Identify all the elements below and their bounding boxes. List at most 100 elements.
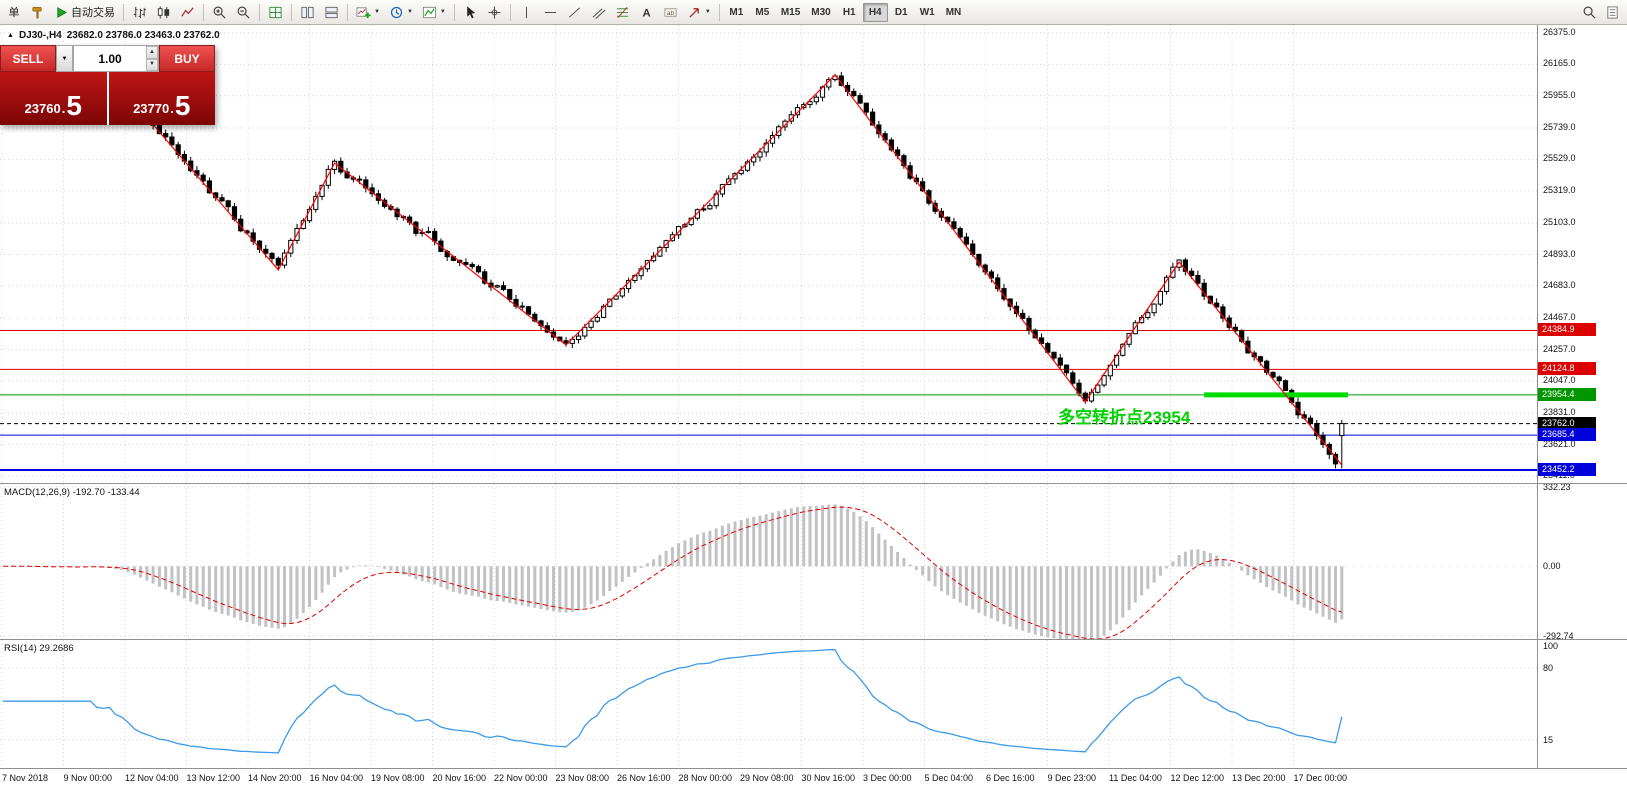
volume-input[interactable] bbox=[74, 46, 146, 71]
timeframe-M5[interactable]: M5 bbox=[755, 6, 770, 18]
chart-symbol: DJ30-,H4 bbox=[18, 30, 62, 41]
candle-chart-button[interactable] bbox=[152, 2, 175, 23]
macd-axis-label: 0.00 bbox=[1543, 561, 1561, 572]
new-order-button-label: 单 bbox=[8, 7, 20, 19]
panel-separator[interactable] bbox=[0, 483, 1627, 484]
search-button[interactable] bbox=[1578, 2, 1601, 23]
price-tag-23954.4: 23954.4 bbox=[1538, 387, 1596, 401]
price-axis-label: 26375.0 bbox=[1543, 26, 1576, 37]
horizontal-line-button[interactable] bbox=[539, 2, 562, 23]
profiles-button[interactable]: ▼ bbox=[385, 2, 417, 23]
buy-price[interactable]: 23770 . 5 bbox=[108, 72, 215, 125]
macd-panel: MACD(12,26,9) -192.70 -133.44 bbox=[0, 484, 1537, 639]
price-axis-label: 25319.0 bbox=[1543, 184, 1576, 195]
toolbar-separator bbox=[453, 3, 455, 21]
labelicon-icon: ab bbox=[663, 5, 678, 20]
buy-button[interactable]: BUY bbox=[159, 45, 215, 72]
zoom-out-button[interactable] bbox=[232, 2, 255, 23]
toolbar-separator bbox=[259, 3, 260, 21]
tline-icon bbox=[567, 5, 582, 20]
price-axis-label: 25955.0 bbox=[1543, 89, 1576, 100]
new-window-button[interactable] bbox=[1601, 2, 1624, 23]
arrange-horizontal-button[interactable] bbox=[320, 2, 343, 23]
macd-axis[interactable]: 332.23 0.00 -292.74 bbox=[1537, 482, 1627, 641]
search-icon bbox=[1582, 5, 1597, 20]
vertical-line-button[interactable] bbox=[515, 2, 538, 23]
timeframe-M1[interactable]: M1 bbox=[729, 6, 744, 18]
bars-icon bbox=[132, 5, 147, 20]
time-axis-label: 11 Dec 04:00 bbox=[1109, 773, 1162, 783]
macd-chart[interactable] bbox=[0, 484, 1537, 639]
vline-icon bbox=[519, 5, 534, 20]
time-axis[interactable]: 7 Nov 2018 9 Nov 00:00 12 Nov 04:00 13 Nov … bbox=[0, 768, 1627, 811]
fibonacci-button[interactable] bbox=[611, 2, 634, 23]
line-chart-button[interactable] bbox=[176, 2, 199, 23]
sell-button[interactable]: SELL bbox=[0, 45, 56, 72]
tile-windows-button[interactable] bbox=[264, 2, 287, 23]
new-order-button[interactable]: 单 bbox=[3, 2, 25, 23]
price-axis-label: 25103.0 bbox=[1543, 217, 1576, 228]
chart-ohlc: 23682.0 23786.0 23463.0 23762.0 bbox=[66, 30, 220, 41]
panel-separator[interactable] bbox=[0, 639, 1627, 640]
timeframe-H1[interactable]: H1 bbox=[842, 6, 856, 18]
cursor-icon bbox=[463, 5, 478, 20]
chevron-down-icon: ▼ bbox=[406, 9, 413, 15]
time-axis-label: 20 Nov 16:00 bbox=[432, 773, 487, 783]
timeframe-M30[interactable]: M30 bbox=[811, 6, 831, 18]
rsi-chart[interactable] bbox=[0, 640, 1537, 768]
zoomout-icon bbox=[236, 5, 251, 20]
macd-label: MACD(12,26,9) -192.70 -133.44 bbox=[4, 487, 140, 498]
time-axis-label: 5 Dec 04:00 bbox=[924, 773, 974, 783]
candles-icon bbox=[156, 5, 171, 20]
volume-up-button[interactable]: ▲ bbox=[146, 46, 158, 59]
price-axis-label: 26165.0 bbox=[1543, 58, 1576, 69]
hline-icon bbox=[543, 5, 558, 20]
hammer-button[interactable] bbox=[26, 2, 49, 23]
rsi-panel: RSI(14) 29.2686 bbox=[0, 640, 1537, 768]
time-axis-label: 9 Dec 23:00 bbox=[1047, 773, 1097, 783]
volume-dropdown[interactable]: ▼ bbox=[56, 45, 73, 72]
time-axis-label: 17 Dec 00:00 bbox=[1293, 773, 1348, 783]
one-click-trading-panel: SELL ▼ ▲ ▼ BUY 23760 . 5 237 bbox=[0, 45, 215, 125]
zoomin-icon bbox=[212, 5, 227, 20]
text-button[interactable]: A bbox=[635, 2, 658, 23]
trendline-button[interactable] bbox=[563, 2, 586, 23]
volume-field: ▲ ▼ bbox=[73, 45, 159, 72]
sell-price[interactable]: 23760 . 5 bbox=[0, 72, 107, 125]
autotrading-button[interactable]: 自动交易 bbox=[50, 2, 119, 23]
timeframe-M15[interactable]: M15 bbox=[780, 6, 801, 18]
rsi-axis-label: 80 bbox=[1543, 663, 1554, 673]
channel-button[interactable] bbox=[587, 2, 610, 23]
timeframe-D1[interactable]: D1 bbox=[894, 6, 908, 18]
chevron-down-icon: ▼ bbox=[374, 9, 380, 15]
timeframe-H4[interactable]: H4 bbox=[862, 2, 888, 22]
indicators-button[interactable]: ▼ bbox=[418, 2, 450, 23]
crosshair-icon bbox=[487, 5, 502, 20]
time-axis-label: 12 Nov 04:00 bbox=[125, 773, 179, 783]
new-chart-button[interactable]: ▼ bbox=[352, 2, 384, 23]
crosshair-button[interactable] bbox=[483, 2, 506, 23]
autotrading-button-label: 自动交易 bbox=[71, 7, 115, 19]
main-chart-panel: ▲ DJ30-,H4 23682.0 23786.0 23463.0 23762… bbox=[0, 25, 1537, 483]
arrange-vertical-button[interactable] bbox=[296, 2, 319, 23]
cursor-button[interactable] bbox=[459, 2, 482, 23]
bar-chart-button[interactable] bbox=[128, 2, 151, 23]
chart-header: ▲ DJ30-,H4 23682.0 23786.0 23463.0 23762… bbox=[7, 30, 220, 41]
zoom-in-button[interactable] bbox=[208, 2, 231, 23]
main-chart[interactable] bbox=[0, 25, 1537, 483]
time-axis-label: 28 Nov 00:00 bbox=[678, 773, 733, 783]
rsi-axis[interactable]: 100 80 15 bbox=[1537, 640, 1627, 768]
shapes-button[interactable]: ▼ bbox=[683, 2, 715, 23]
time-axis-label: 23 Nov 08:00 bbox=[555, 773, 610, 783]
price-axis-label: 24893.0 bbox=[1543, 248, 1576, 259]
timeframe-W1[interactable]: W1 bbox=[919, 6, 935, 18]
toolbar-separator bbox=[347, 3, 348, 21]
volume-down-button[interactable]: ▼ bbox=[146, 58, 158, 71]
rsi-axis-label: 100 bbox=[1543, 641, 1559, 651]
label-button[interactable]: ab bbox=[659, 2, 682, 23]
linechart-icon bbox=[180, 5, 195, 20]
fibo-icon bbox=[615, 5, 630, 20]
timeframe-MN[interactable]: MN bbox=[945, 6, 962, 18]
toolbar-separator bbox=[291, 3, 292, 21]
price-axis[interactable]: 26375.0 26165.0 25955.0 25739.0 25529.0 25319… bbox=[1537, 25, 1627, 483]
